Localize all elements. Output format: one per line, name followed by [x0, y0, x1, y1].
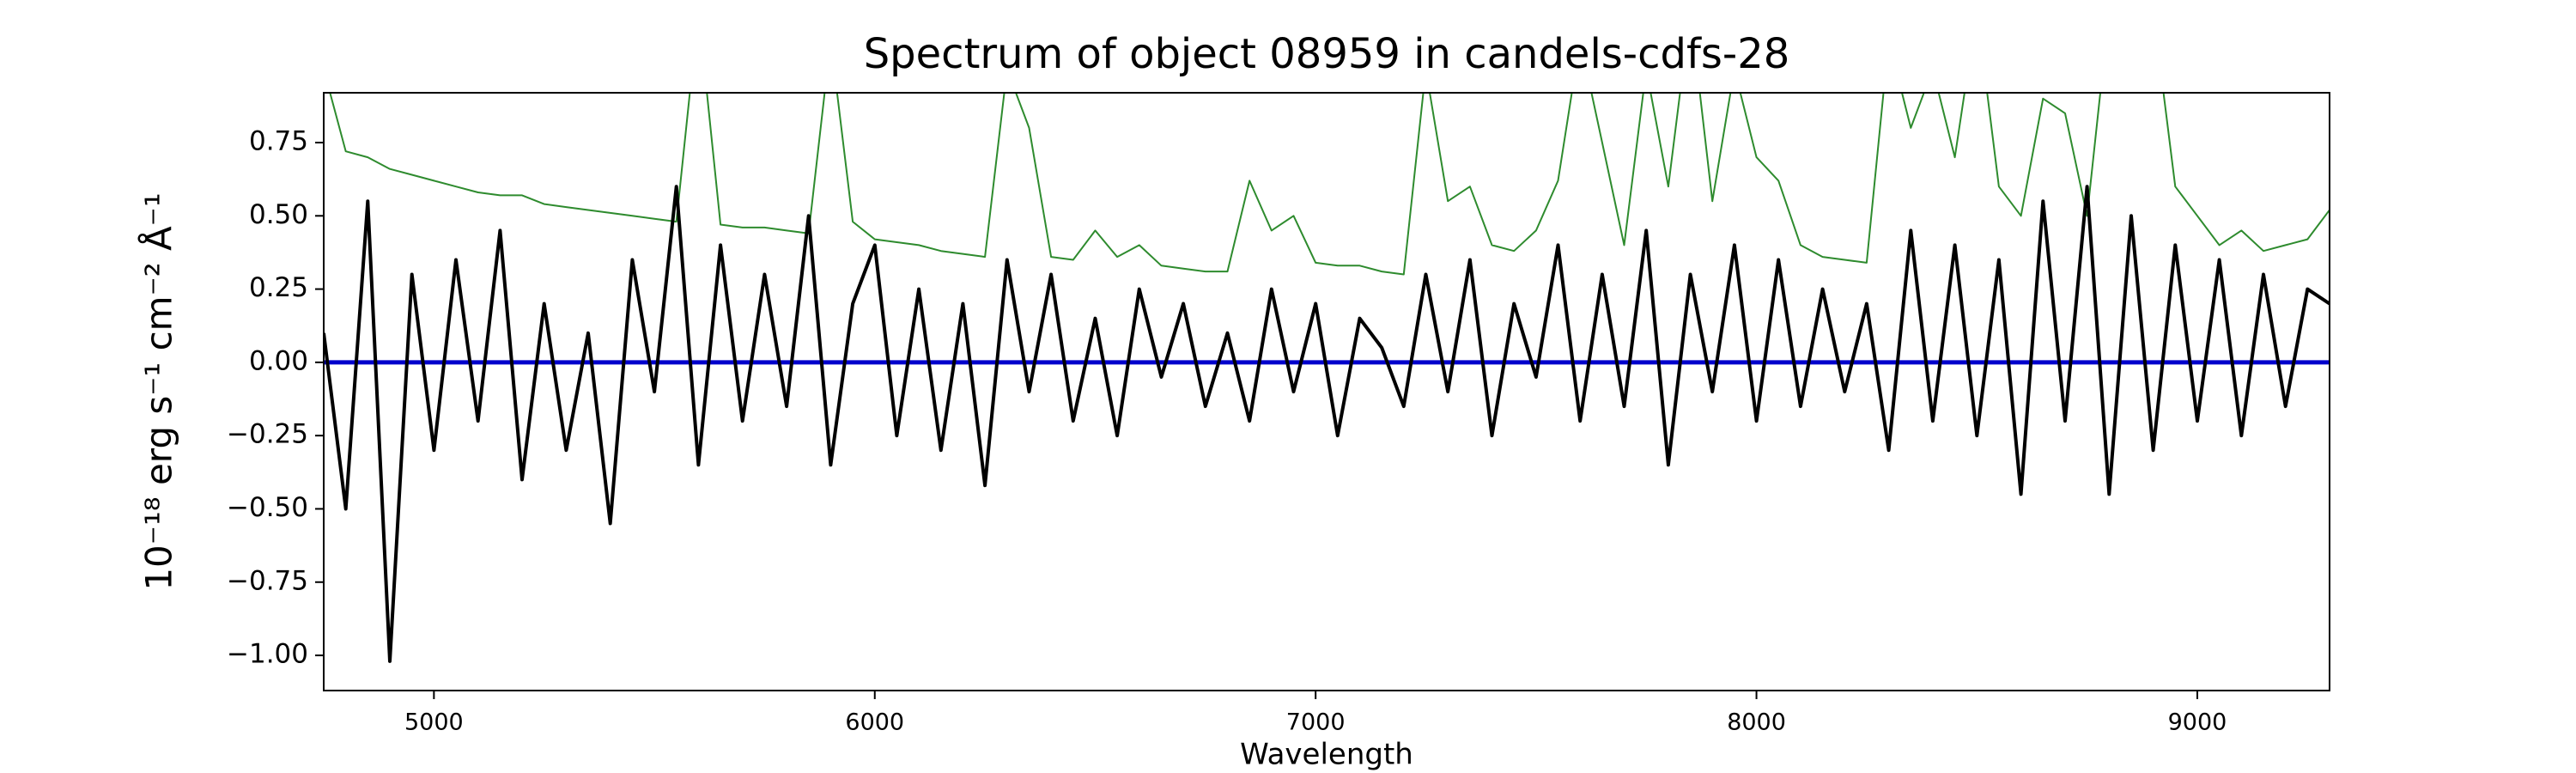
x-axis-label: Wavelength [1240, 738, 1413, 772]
y-tick-label: 0.25 [249, 272, 308, 303]
y-tick-label: −0.75 [227, 565, 308, 596]
spectrum-line [329, 93, 2330, 276]
chart-title: Spectrum of object 08959 in candels-cdfs… [864, 30, 1790, 78]
y-axis-label: 10⁻¹⁸ erg s⁻¹ cm⁻² Å⁻¹ [137, 192, 180, 590]
y-tick-label: 0.00 [249, 345, 308, 376]
plot-area [324, 93, 2330, 663]
x-tick-label: 5000 [404, 709, 464, 736]
x-tick-label: 8000 [1727, 709, 1786, 736]
x-tick-label: 9000 [2168, 709, 2227, 736]
spectrum-line [324, 185, 2330, 663]
y-tick-label: −0.50 [227, 492, 308, 523]
x-tick-label: 7000 [1286, 709, 1346, 736]
x-tick-label: 6000 [845, 709, 904, 736]
y-tick-label: −1.00 [227, 639, 308, 670]
y-tick-label: −0.25 [227, 419, 308, 450]
y-tick-label: 0.75 [249, 126, 308, 157]
plot-frame [323, 92, 2330, 691]
y-tick-label: 0.50 [249, 199, 308, 230]
